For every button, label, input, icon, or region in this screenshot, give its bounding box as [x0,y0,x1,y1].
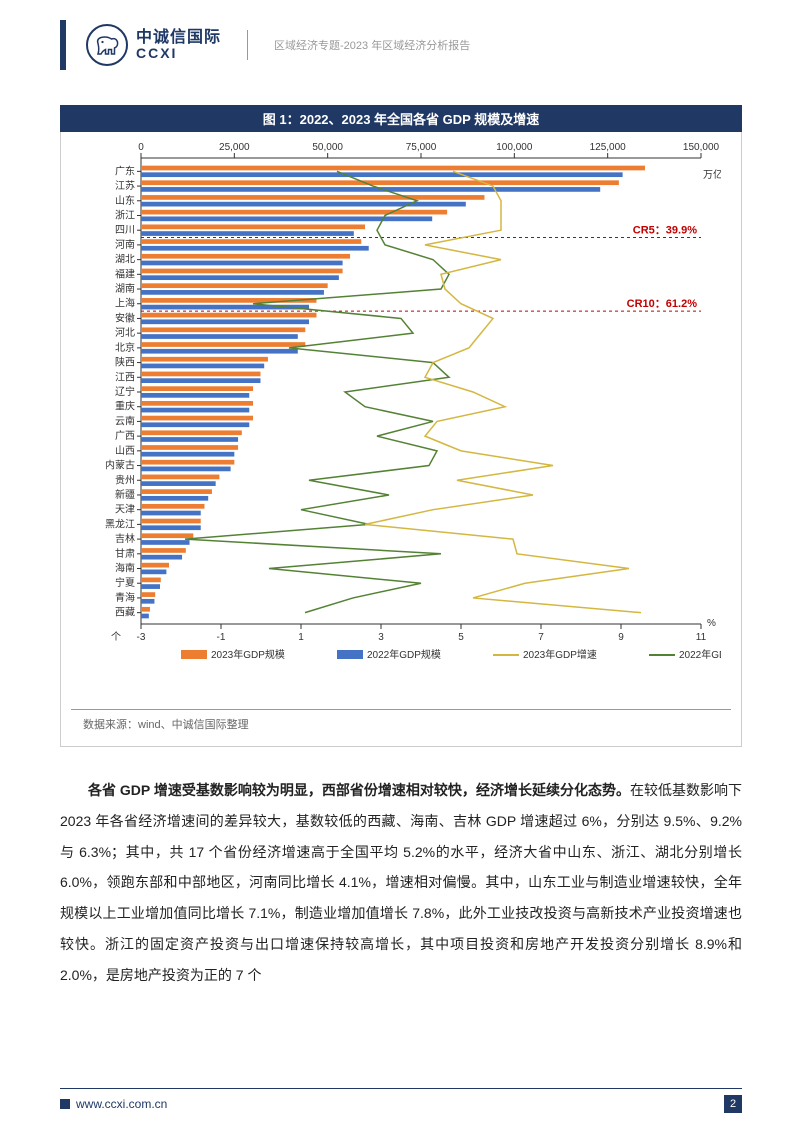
svg-text:100,000: 100,000 [496,142,533,153]
page-number: 2 [724,1095,742,1113]
page-footer: www.ccxi.com.cn 2 [60,1088,742,1113]
svg-text:青海: 青海 [115,591,135,604]
svg-text:万亿元: 万亿元 [703,168,721,181]
svg-text:5: 5 [458,632,464,643]
svg-text:云南: 云南 [115,414,135,427]
svg-text:吉林: 吉林 [115,532,135,545]
header-accent-bar [60,20,66,70]
page-header: 中诚信国际 CCXI 区域经济专题-2023 年区域经济分析报告 [60,20,742,80]
svg-text:湖南: 湖南 [115,282,135,295]
svg-text:75,000: 75,000 [406,142,437,153]
svg-text:河南: 河南 [115,238,135,251]
svg-text:2023年GDP规模: 2023年GDP规模 [211,648,285,661]
svg-text:广西: 广西 [115,430,135,442]
svg-text:-3: -3 [137,632,146,643]
chart-container: 0 25,000 50,000 75,000 100,000 125,000 150,000… [60,132,742,747]
svg-text:江西: 江西 [115,371,135,383]
svg-text:海南: 海南 [115,562,135,575]
footer-url: www.ccxi.com.cn [76,1097,167,1111]
svg-text:山西: 山西 [115,445,135,457]
para1-body: 在较低基数影响下 2023 年各省经济增速间的差异较大，基数较低的西藏、海南、吉… [60,782,742,983]
logo: 中诚信国际 CCXI [86,24,221,66]
svg-text:2022年GDP规模: 2022年GDP规模 [367,648,441,661]
svg-text:11: 11 [696,632,707,643]
svg-text:50,000: 50,000 [312,142,343,153]
svg-text:25,000: 25,000 [219,142,250,153]
footer-square-icon [60,1099,70,1109]
svg-text:个: 个 [111,631,121,643]
svg-text:四川: 四川 [115,225,135,236]
svg-text:125,000: 125,000 [590,142,627,153]
svg-text:0: 0 [138,142,144,153]
svg-text:陕西: 陕西 [115,356,135,369]
header-subtitle: 区域经济专题-2023 年区域经济分析报告 [274,37,470,53]
logo-text-en: CCXI [136,46,221,61]
svg-text:CR10：61.2%: CR10：61.2% [627,298,698,310]
svg-text:福建: 福建 [115,267,135,280]
svg-text:3: 3 [378,632,384,643]
svg-text:2023年GDP增速: 2023年GDP增速 [523,648,597,661]
svg-text:北京: 北京 [115,341,135,354]
svg-text:150,000: 150,000 [683,142,720,153]
svg-text:新疆: 新疆 [115,488,135,501]
svg-text:西藏: 西藏 [115,607,135,619]
svg-text:山东: 山东 [115,194,135,207]
svg-text:安徽: 安徽 [115,311,135,324]
svg-text:上海: 上海 [115,297,135,310]
chart-source: 数据来源：wind、中诚信国际整理 [71,709,731,738]
svg-text:湖北: 湖北 [115,254,135,266]
svg-text:辽宁: 辽宁 [115,385,135,398]
svg-text:CR5：39.9%: CR5：39.9% [633,225,697,237]
para1-lead: 各省 GDP 增速受基数影响较为明显，西部省份增速相对较快，经济增长延续分化态势… [88,782,630,798]
body-text: 各省 GDP 增速受基数影响较为明显，西部省份增速相对较快，经济增长延续分化态势… [60,775,742,991]
elephant-logo-icon [86,24,128,66]
svg-text:黑龙江: 黑龙江 [105,517,135,530]
svg-text:宁夏: 宁夏 [115,576,135,589]
svg-text:7: 7 [538,632,544,643]
svg-text:天津: 天津 [115,504,135,516]
svg-text:浙江: 浙江 [115,209,135,221]
svg-text:9: 9 [618,632,624,643]
svg-text:1: 1 [298,632,304,643]
svg-text:甘肃: 甘肃 [115,547,135,560]
svg-text:2022年GDP增速: 2022年GDP增速 [679,648,721,661]
svg-text:广东: 广东 [115,164,135,177]
svg-text:内蒙古: 内蒙古 [105,459,135,472]
svg-text:-1: -1 [217,632,226,643]
chart-title: 图 1：2022、2023 年全国各省 GDP 规模及增速 [60,105,742,132]
header-separator [247,30,248,60]
logo-text-cn: 中诚信国际 [136,29,221,47]
svg-text:河北: 河北 [115,327,135,339]
gdp-chart: 0 25,000 50,000 75,000 100,000 125,000 150,000… [81,140,721,700]
svg-text:贵州: 贵州 [115,473,135,486]
svg-text:江苏: 江苏 [115,179,135,192]
svg-text:重庆: 重庆 [115,400,135,413]
svg-text:%: % [707,618,716,629]
